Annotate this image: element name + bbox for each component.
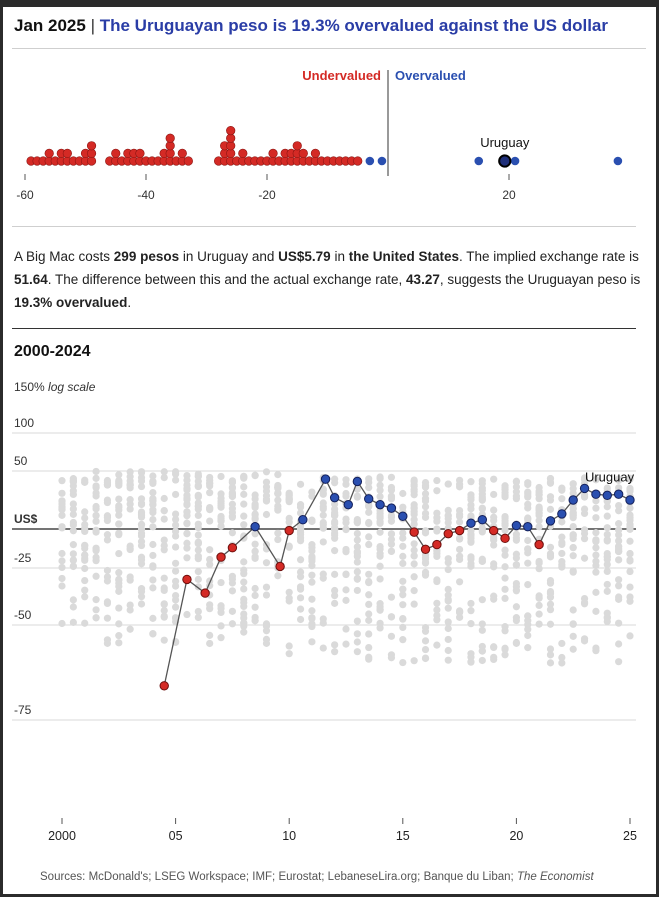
undervalued-dot (111, 148, 121, 158)
section-subtitle: 2000-2024 (14, 343, 91, 360)
undervalued-dot (177, 148, 187, 158)
sources-note: Sources: McDonald's; LSEG Workspace; IMF… (40, 871, 594, 883)
uruguay-dot (498, 154, 512, 168)
overvalued-dot (474, 156, 484, 166)
desc-text: . The difference between this and the ac… (47, 272, 407, 287)
sources-publisher: The Economist (516, 871, 594, 883)
overvalued-dot (613, 156, 623, 166)
undervalued-dot (268, 148, 278, 158)
desc-price-local: 299 pesos (113, 249, 180, 264)
undervalued-dot (62, 148, 72, 158)
desc-text: in Uruguay and (179, 249, 279, 264)
chart-title: Jan 2025 | The Uruguayan peso is 19.3% o… (14, 16, 608, 36)
undervalued-dot (353, 156, 363, 166)
title-rule (12, 48, 646, 49)
undervalued-dot (226, 126, 236, 136)
undervalued-dot (298, 148, 308, 158)
desc-text: . The implied exchange rate is (459, 249, 639, 264)
undervalued-dot (44, 148, 54, 158)
desc-implied-rate: 51.64 (14, 272, 48, 287)
overvalued-label: Overvalued (395, 68, 466, 83)
desc-text: in (330, 249, 349, 264)
description: A Big Mac costs 299 pesos in Uruguay and… (14, 245, 644, 314)
desc-text: . (127, 295, 132, 310)
undervalued-dot (238, 148, 248, 158)
desc-text: A Big Mac costs (14, 249, 114, 264)
undervalued-dot (183, 156, 193, 166)
title-separator: | (90, 16, 95, 35)
headline: The Uruguayan peso is 19.3% overvalued a… (99, 16, 608, 35)
overvalued-dot (365, 156, 375, 166)
top-border (3, 3, 656, 7)
undervalued-dot (86, 141, 97, 151)
desc-actual-rate: 43.27 (406, 272, 440, 287)
x-tick-label: -40 (137, 188, 155, 202)
undervalued-dot (135, 148, 145, 158)
beeswarm-chart: Undervalued Overvalued Uruguay -60 -40 -20 20 (16, 68, 623, 202)
undervalued-dot (165, 133, 175, 143)
x-tick-label: 20 (502, 188, 516, 202)
desc-text: , suggests the Uruguayan peso is (439, 272, 641, 287)
divider-rule (12, 226, 636, 227)
date-label: Jan 2025 (14, 16, 86, 35)
x-tick-label: -20 (258, 188, 276, 202)
uruguay-label: Uruguay (480, 135, 530, 150)
overvalued-dot (510, 156, 520, 166)
desc-verdict: 19.3% overvalued (14, 295, 128, 310)
desc-country: the United States (348, 249, 459, 264)
overvalued-dot (377, 156, 387, 166)
desc-price-us: US$5.79 (278, 249, 331, 264)
undervalued-dot (310, 148, 321, 158)
sources-text: Sources: McDonald's; LSEG Workspace; IMF… (40, 871, 517, 883)
undervalued-dot (292, 141, 302, 151)
undervalued-label: Undervalued (302, 68, 381, 83)
section-rule (12, 328, 636, 329)
x-tick-label: -60 (16, 188, 34, 202)
